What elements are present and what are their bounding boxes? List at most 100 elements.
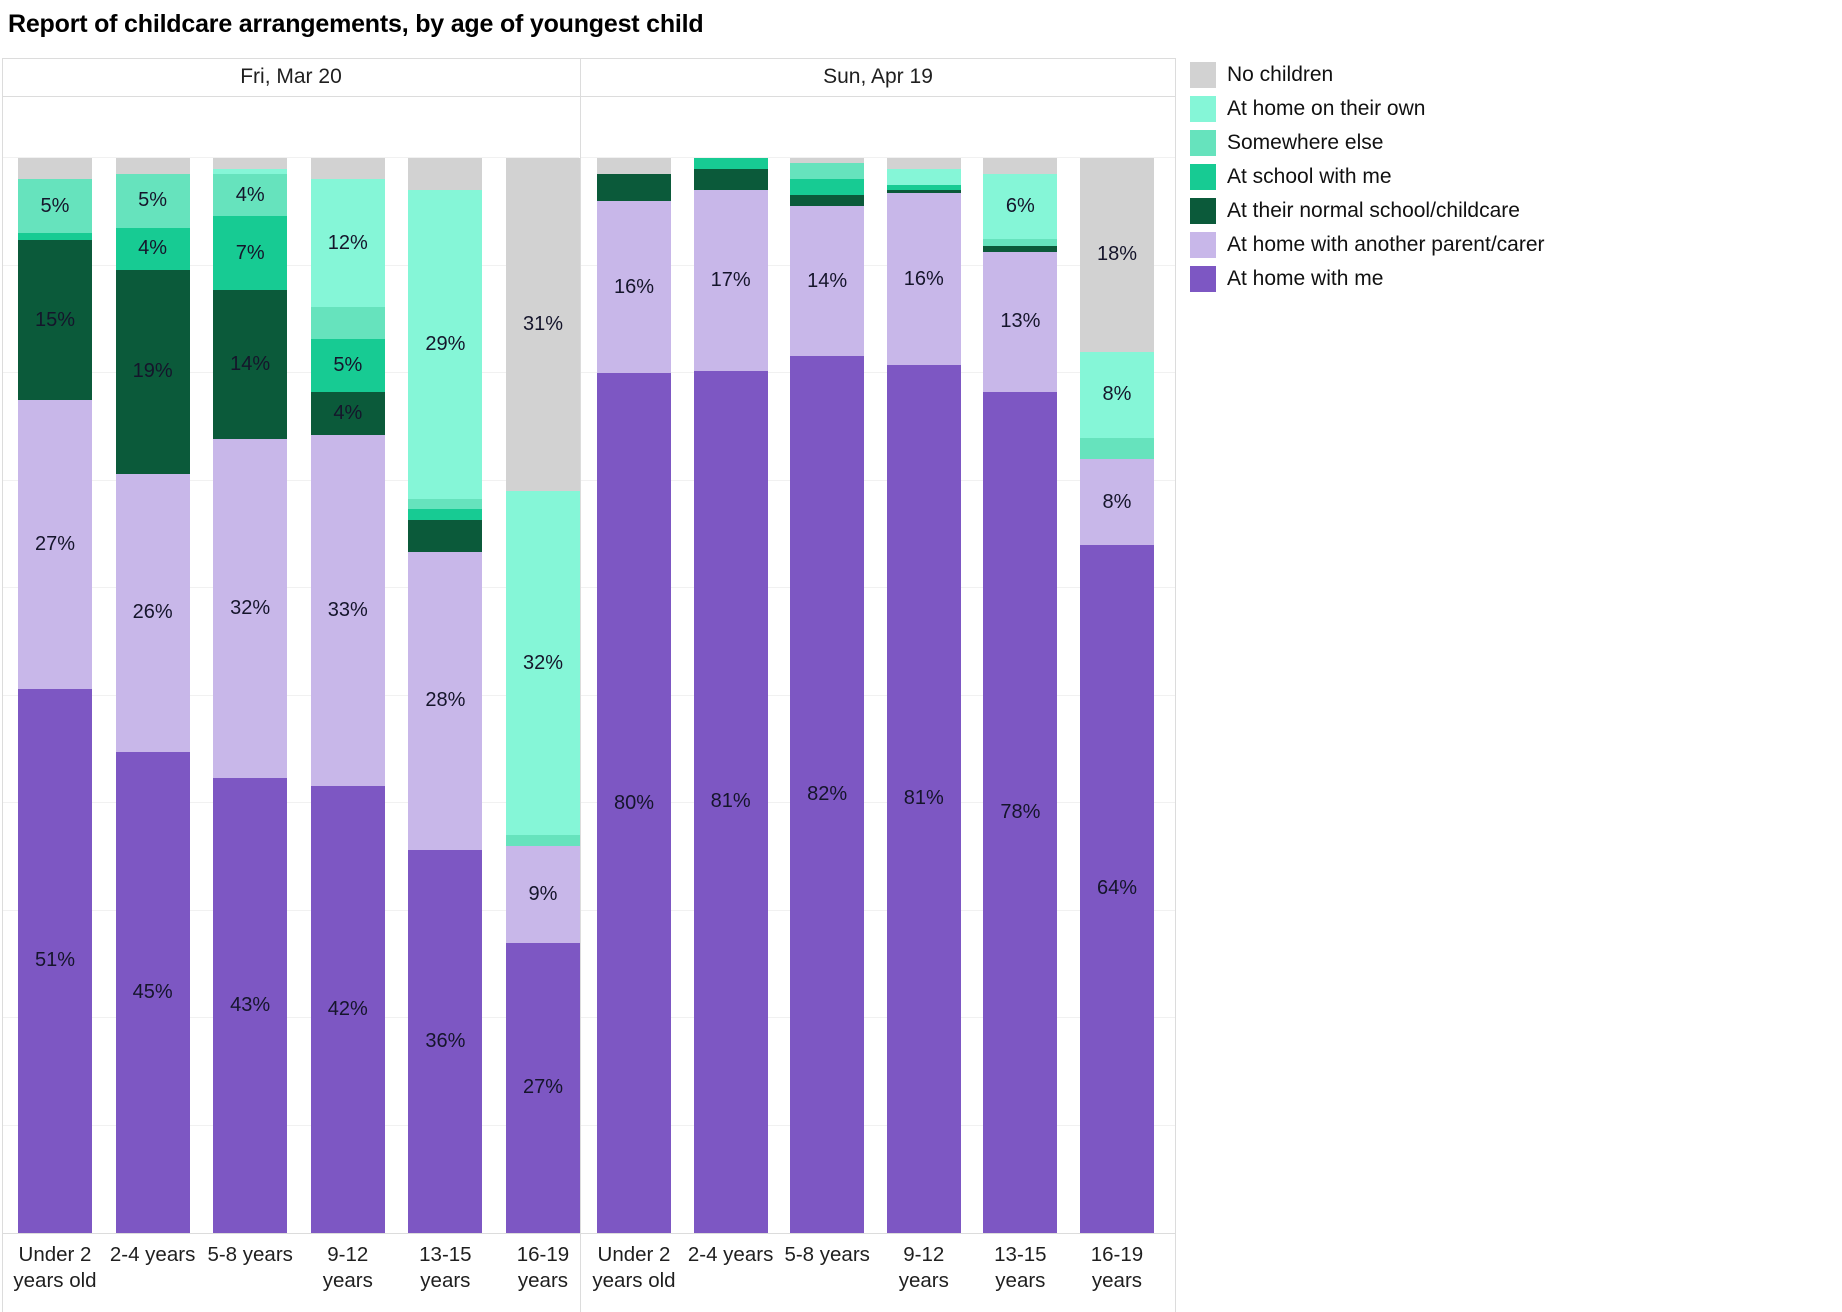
legend-label: At home with another parent/carer [1227, 233, 1545, 256]
gridline [581, 694, 1175, 696]
segment-value-label: 9% [528, 882, 558, 905]
segment-at_their_normal_school: 4% [310, 392, 385, 435]
axis-label-9-12-years: 9-12 years [898, 1243, 949, 1292]
axis-label-13-15-years: 13-15 years [994, 1243, 1047, 1292]
legend-label: At home with me [1227, 267, 1384, 290]
x-axis: Under 2 years old 2-4 years 5-8 years 9-12 ye… [580, 1233, 1176, 1312]
legend-swatch-at_home_own [1190, 96, 1216, 122]
segment-somewhere_else: 5% [115, 174, 190, 228]
segment-at_home_another_parent: 27% [18, 400, 92, 689]
gridline [3, 372, 579, 373]
legend-item-at_home_with_me: At home with me [1190, 266, 1545, 292]
segment-somewhere_else [790, 163, 865, 180]
segment-value-label: 19% [132, 360, 173, 383]
segment-value-label: 8% [1102, 383, 1132, 405]
segment-at_school_with_me [693, 158, 768, 169]
segment-at_home_with_me: 80% [597, 373, 671, 1233]
axis-label-16-19-years: 16-19 years [1090, 1243, 1144, 1292]
segment-at_home_with_me: 27% [505, 942, 580, 1233]
segment-no_children [790, 158, 865, 164]
panel-header: Fri, Mar 20 [240, 65, 342, 88]
legend-swatch-at_school_with_me [1190, 164, 1216, 190]
legend-label: At school with me [1227, 165, 1392, 188]
page-title: Report of childcare arrangements, by age… [8, 10, 704, 38]
segment-value-label: 18% [1096, 243, 1137, 266]
legend-swatch-at_home_with_me [1190, 266, 1216, 292]
segment-at_home_another_parent: 32% [213, 438, 288, 778]
plot-area: 16% 80% 17% 81% 14% 82% 16% 81% 6% 13% 78% 18% 8% 8% 6… [580, 96, 1176, 1233]
segment-value-label: 26% [132, 601, 173, 624]
gridline [581, 157, 1175, 158]
gridline [581, 264, 1175, 266]
gridline [581, 909, 1175, 911]
segment-value-label: 31% [522, 313, 563, 336]
segment-at_home_another_parent: 14% [790, 206, 865, 356]
plot-left-border [2, 58, 3, 1312]
segment-at_their_normal_school: 14% [213, 290, 288, 439]
axis-label-9-12-years: 9-12 years [322, 1243, 373, 1292]
segment-value-label: 4% [138, 237, 168, 260]
segment-value-label: 32% [230, 596, 271, 619]
segment-no_children [886, 158, 961, 169]
segment-no_children [408, 158, 483, 190]
gridline [3, 264, 579, 266]
segment-value-label: 4% [235, 183, 265, 206]
segment-at_home_with_me: 42% [310, 785, 385, 1233]
segment-at_school_with_me [408, 509, 483, 520]
gridline [581, 479, 1175, 481]
legend-swatch-no_children [1190, 62, 1216, 88]
gridline [581, 1124, 1175, 1126]
segment-no_children [597, 158, 671, 175]
gridline [581, 587, 1175, 588]
segment-at_home_with_me: 36% [408, 849, 483, 1233]
segment-value-label: 13% [1000, 310, 1041, 333]
segment-at_home_own: 12% [310, 179, 385, 307]
segment-at_their_normal_school [790, 195, 865, 207]
segment-at_their_normal_school: 15% [18, 240, 92, 401]
segment-at_school_with_me [886, 184, 961, 191]
legend-label: At home on their own [1227, 97, 1426, 120]
legend-swatch-somewhere_else [1190, 130, 1216, 156]
segment-at_school_with_me: 4% [115, 227, 190, 271]
segment-at_their_normal_school: 19% [115, 270, 190, 474]
legend-swatch-at_their_normal_school [1190, 198, 1216, 224]
legend-item-no_children: No children [1190, 62, 1545, 88]
legend-label: No children [1227, 63, 1334, 86]
segment-value-label: 64% [1096, 877, 1137, 900]
segment-at_home_with_me: 81% [693, 370, 768, 1233]
segment-value-label: 32% [522, 651, 563, 674]
segment-no_children [115, 158, 190, 175]
segment-at_home_own: 32% [505, 491, 580, 836]
gridline [3, 909, 579, 911]
axis-label-under-2-years-old: Under 2 years old [13, 1243, 97, 1292]
bars-group: 16% 80% 17% 81% 14% 82% 16% 81% 6% 13% 78% 18% 8% 8% 6… [597, 158, 1154, 1233]
segment-value-label: 4% [333, 401, 363, 424]
segment-at_their_normal_school [597, 174, 671, 201]
segment-no_children [213, 158, 288, 169]
segment-at_home_another_parent: 9% [505, 846, 580, 943]
segment-value-label: 17% [710, 268, 751, 291]
plot-area: 5% 15% 27% 51% 5% 4% 19% 26% 45% 4% 7% 14% 32% 43% 12%… [2, 96, 580, 1233]
segment-value-label: 78% [1000, 800, 1041, 823]
segment-at_home_another_parent: 17% [693, 189, 768, 371]
gridline [3, 587, 579, 588]
segment-value-label: 45% [132, 980, 173, 1003]
axis-label-2-4-years: 2-4 years [687, 1243, 774, 1266]
segment-value-label: 14% [807, 269, 848, 292]
segment-value-label: 29% [425, 332, 466, 355]
bar-2-4-years: 5% 4% 19% 26% 45% [115, 158, 190, 1233]
bar-under-2-years-old: 5% 15% 27% 51% [18, 158, 92, 1233]
segment-no_children [983, 158, 1058, 175]
segment-value-label: 6% [1005, 195, 1035, 218]
segment-somewhere_else [1079, 437, 1154, 459]
segment-at_home_with_me: 82% [790, 355, 865, 1233]
segment-value-label: 5% [138, 189, 168, 212]
bar-2-4-years: 17% 81% [693, 158, 768, 1233]
gridline [3, 694, 579, 696]
segment-value-label: 7% [235, 241, 265, 264]
segment-at_school_with_me [18, 232, 92, 241]
segment-at_home_own [213, 168, 288, 174]
segment-value-label: 16% [903, 267, 944, 290]
segment-at_home_own [886, 168, 961, 185]
axis-label-5-8-years: 5-8 years [784, 1243, 870, 1266]
